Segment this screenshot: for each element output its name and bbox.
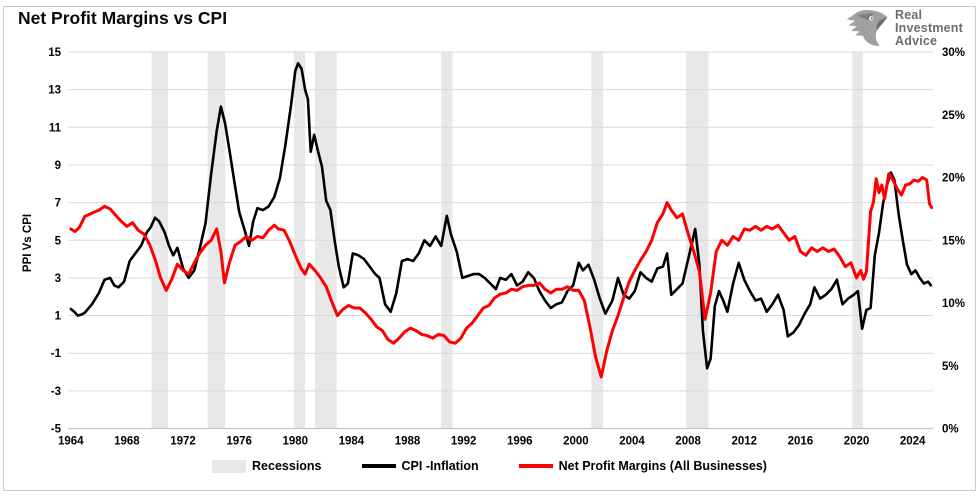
x-axis-tick: 2008 (675, 436, 701, 448)
net-profit-margins-line (69, 172, 934, 379)
cpi-inflation-line (69, 61, 933, 370)
cpi-line-swatch (361, 464, 396, 468)
x-axis-tick: 2024 (900, 436, 926, 448)
left-axis-tick: 15 (48, 47, 61, 59)
x-axis-tick: 1992 (451, 436, 477, 448)
legend-label-cpi: CPI -Inflation (401, 459, 479, 473)
right-axis-tick: 5% (942, 361, 959, 373)
left-axis-tick: 3 (55, 273, 61, 285)
legend: Recessions CPI -Inflation Net Profit Mar… (0, 459, 979, 473)
left-axis-tick: -5 (51, 424, 62, 436)
left-axis-tick: 13 (48, 85, 61, 97)
right-axis-tick: 30% (942, 47, 965, 59)
right-axis-tick: 0% (942, 424, 959, 436)
left-axis-tick: 7 (55, 198, 61, 210)
legend-item-recessions: Recessions (212, 459, 322, 473)
brand-line-3: Advice (895, 33, 938, 48)
x-axis-tick: 2000 (563, 436, 589, 448)
recession-swatch (212, 459, 247, 473)
x-axis-tick: 1980 (283, 436, 309, 448)
left-axis-title: PPI Vs CPI (22, 213, 34, 273)
legend-label-margins: Net Profit Margins (All Businesses) (558, 459, 767, 473)
x-axis-tick: 2020 (844, 436, 870, 448)
x-axis-tick: 1972 (170, 436, 196, 448)
brand-line-1: Real (895, 7, 923, 22)
x-axis-tick: 2012 (731, 436, 757, 448)
x-axis-tick: 2004 (619, 436, 645, 448)
brand-line-2: Investment (895, 20, 963, 35)
x-axis-tick: 1988 (395, 436, 421, 448)
legend-label-recessions: Recessions (252, 459, 322, 473)
margins-line-swatch (518, 464, 553, 468)
x-axis-tick: 2016 (788, 436, 814, 448)
chart-title: Net Profit Margins vs CPI (18, 8, 228, 28)
left-axis-tick: 9 (55, 160, 61, 172)
eagle-icon (846, 10, 888, 46)
x-axis-tick: 1976 (226, 436, 252, 448)
right-axis-tick: 15% (942, 235, 965, 247)
brand-logo: Real Investment Advice (845, 8, 963, 48)
brand-name: Real Investment Advice (895, 7, 963, 48)
left-axis-tick: 11 (49, 122, 62, 134)
right-axis-tick: 25% (942, 110, 965, 122)
x-axis-tick: 1968 (114, 436, 140, 448)
right-axis-tick: 10% (942, 298, 965, 310)
left-axis-tick: -1 (51, 348, 62, 360)
left-axis-tick: 1 (55, 311, 62, 323)
left-axis-tick: 5 (55, 235, 62, 247)
x-axis-tick: 1984 (339, 436, 365, 448)
legend-item-cpi: CPI -Inflation (361, 459, 479, 473)
legend-item-margins: Net Profit Margins (All Businesses) (518, 459, 767, 473)
x-axis-tick: 1996 (507, 436, 533, 448)
left-axis-tick: -3 (51, 386, 61, 398)
right-axis-tick: 20% (942, 173, 965, 185)
x-axis-tick: 1964 (58, 436, 84, 448)
